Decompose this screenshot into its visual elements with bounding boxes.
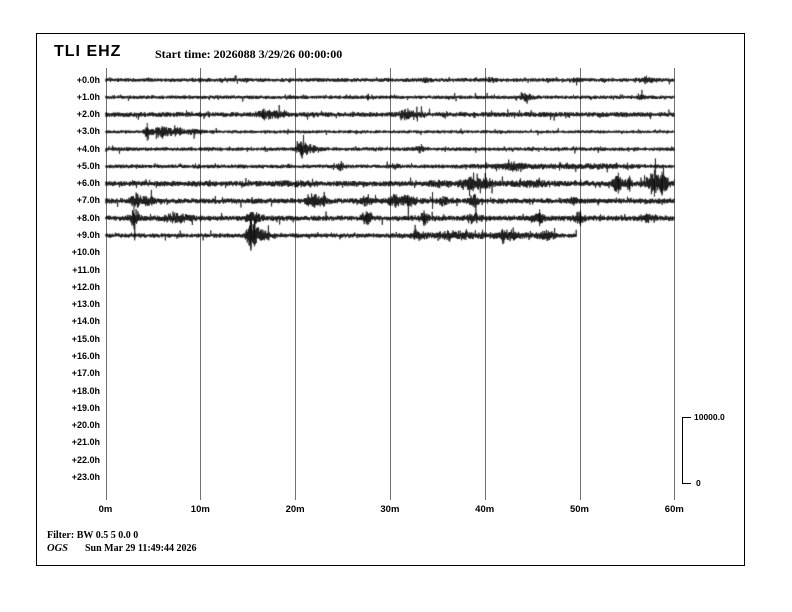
org-label: OGS: [47, 543, 69, 554]
scale-bar-vline: [682, 417, 683, 484]
filter-label: Filter: BW 0.5 5 0.0 0: [47, 530, 139, 541]
scale-bar-bottom-tick: [682, 483, 691, 484]
scale-max-label: 10000.0: [694, 412, 725, 422]
timestamp-label: Sun Mar 29 11:49:44 2026: [85, 543, 197, 554]
scale-min-label: 0: [696, 478, 701, 488]
scale-bar-top-tick: [682, 417, 691, 418]
